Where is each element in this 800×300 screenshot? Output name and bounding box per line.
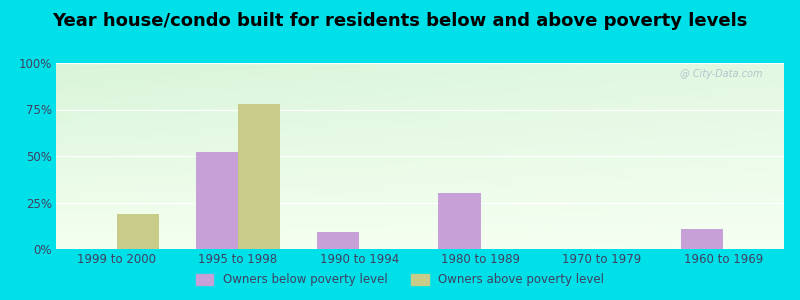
Bar [238, 104, 281, 249]
Bar [438, 193, 481, 249]
Legend: Owners below poverty level, Owners above poverty level: Owners below poverty level, Owners above… [191, 269, 609, 291]
Bar [317, 232, 359, 249]
Bar [117, 214, 159, 249]
Text: @ City-Data.com: @ City-Data.com [680, 69, 762, 79]
Text: Year house/condo built for residents below and above poverty levels: Year house/condo built for residents bel… [52, 12, 748, 30]
Bar [681, 229, 723, 249]
Bar [195, 152, 238, 249]
